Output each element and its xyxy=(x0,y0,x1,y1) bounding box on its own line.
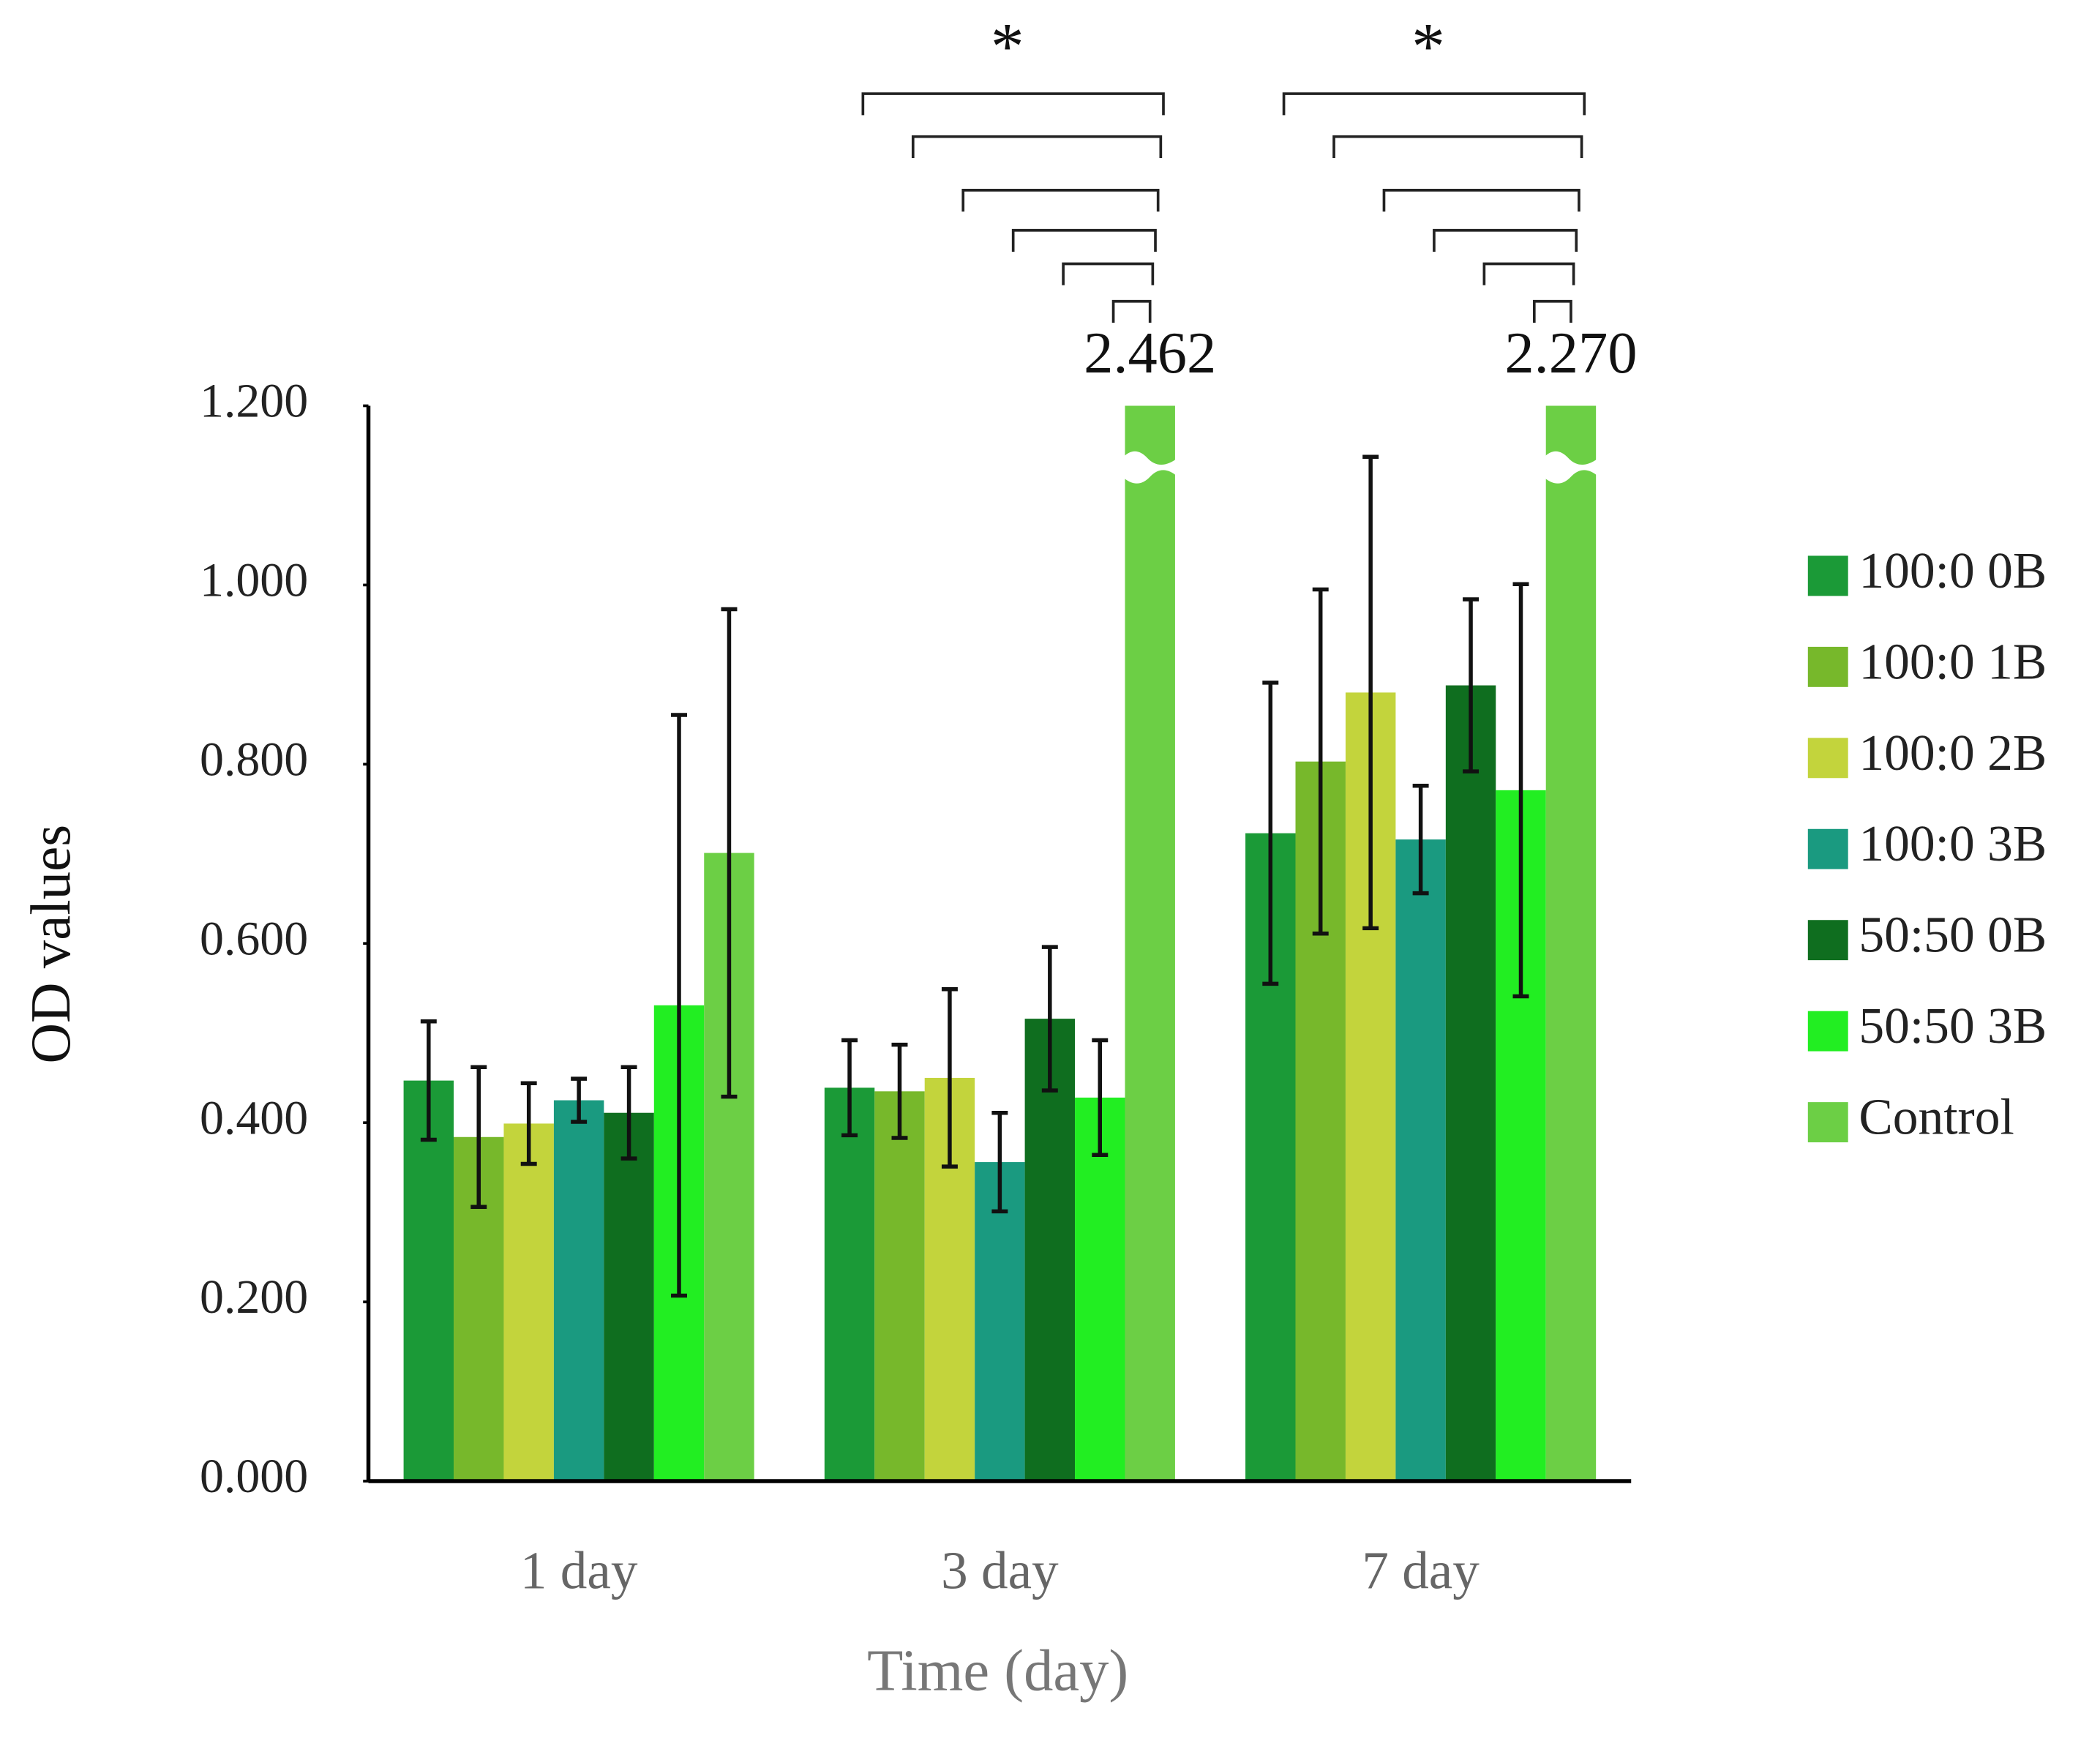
legend-label: 100:0 0B xyxy=(1859,543,2047,599)
error-bar xyxy=(1041,945,1058,1093)
legend-label: 100:0 3B xyxy=(1859,816,2047,872)
legend-swatch xyxy=(1807,920,1848,961)
bar xyxy=(1395,839,1446,1482)
legend-swatch xyxy=(1807,828,1848,869)
bar xyxy=(824,1087,875,1482)
x-tick-label: 3 day xyxy=(941,1541,1059,1600)
error-bar xyxy=(721,607,738,1099)
bar xyxy=(604,1112,654,1482)
error-bar xyxy=(571,1076,588,1124)
legend-swatch xyxy=(1807,646,1848,687)
y-tick-label: 0.000 xyxy=(200,1450,308,1503)
legend-swatch xyxy=(1807,738,1848,779)
value-label: 2.270 xyxy=(1504,321,1637,386)
y-tick-label: 0.600 xyxy=(200,912,308,965)
significance-bracket xyxy=(1011,228,1157,252)
error-bar xyxy=(1262,681,1279,986)
error-bar xyxy=(891,1042,908,1140)
significance-bracket xyxy=(1532,299,1572,323)
error-bar xyxy=(841,1038,858,1138)
bar xyxy=(1125,405,1175,1482)
bar xyxy=(553,1100,604,1482)
legend-label: 50:50 3B xyxy=(1859,998,2047,1054)
bar xyxy=(1545,405,1597,1482)
significance-mark: * xyxy=(991,9,1024,83)
error-bar xyxy=(1463,597,1480,773)
error-bar xyxy=(1362,454,1379,931)
error-bar xyxy=(1412,783,1429,896)
significance-bracket xyxy=(1111,299,1152,323)
legend-label: 100:0 1B xyxy=(1859,634,2047,690)
error-bar xyxy=(1512,582,1529,999)
significance-bracket xyxy=(1332,135,1583,158)
significance-bracket xyxy=(1062,262,1155,285)
error-bar xyxy=(420,1019,437,1142)
y-tick-label: 1.200 xyxy=(200,375,308,428)
error-bar xyxy=(620,1065,637,1161)
x-axis-title: Time (day) xyxy=(867,1638,1128,1704)
error-bar xyxy=(1312,587,1329,936)
significance-bracket xyxy=(1482,262,1575,285)
y-tick-label: 0.400 xyxy=(200,1091,308,1145)
legend-swatch xyxy=(1807,555,1848,596)
error-bar xyxy=(1092,1038,1109,1158)
error-bar xyxy=(671,713,688,1298)
bar xyxy=(975,1162,1025,1482)
value-label: 2.462 xyxy=(1084,321,1216,386)
y-tick-label: 1.000 xyxy=(200,554,308,607)
error-bar xyxy=(470,1065,487,1210)
significance-bracket xyxy=(1433,228,1578,252)
legend-swatch xyxy=(1807,1011,1848,1052)
bar xyxy=(874,1091,925,1482)
significance-bracket xyxy=(961,189,1160,212)
significance-bracket xyxy=(861,92,1165,116)
legend-label: Control xyxy=(1859,1090,2014,1146)
x-tick-label: 7 day xyxy=(1362,1541,1480,1600)
error-bar xyxy=(991,1110,1008,1214)
axis-break xyxy=(1543,451,1599,484)
bar xyxy=(503,1123,554,1482)
bar xyxy=(1445,685,1496,1482)
significance-bracket xyxy=(1382,189,1580,212)
error-bar xyxy=(941,986,958,1169)
legend-label: 50:50 0B xyxy=(1859,907,2047,964)
significance-mark: * xyxy=(1411,9,1445,83)
significance-bracket xyxy=(911,135,1163,158)
error-bar xyxy=(520,1081,537,1166)
bar xyxy=(403,1080,454,1482)
significance-bracket xyxy=(1282,92,1586,116)
y-axis-title: OD values xyxy=(20,825,82,1064)
bar xyxy=(1024,1019,1076,1482)
axis-break xyxy=(1122,451,1178,484)
legend-swatch xyxy=(1807,1102,1848,1143)
x-tick-label: 1 day xyxy=(520,1541,638,1600)
legend-label: 100:0 2B xyxy=(1859,725,2047,782)
y-tick-label: 0.800 xyxy=(200,733,308,786)
y-tick-label: 0.200 xyxy=(200,1270,308,1324)
bar xyxy=(1075,1097,1125,1482)
